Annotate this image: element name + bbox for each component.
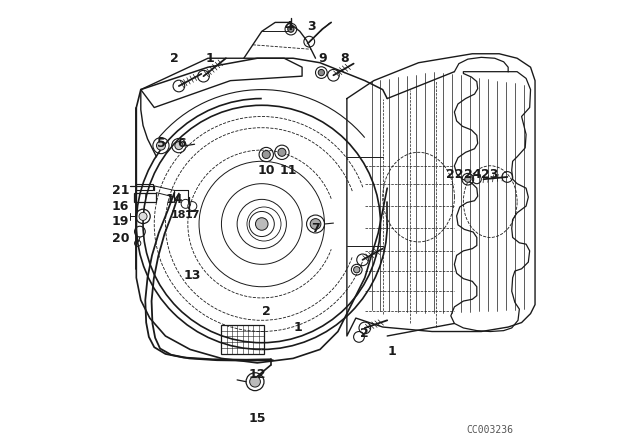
Circle shape xyxy=(288,26,294,32)
Circle shape xyxy=(255,218,268,230)
Circle shape xyxy=(278,148,286,156)
Text: 12: 12 xyxy=(248,367,266,381)
Text: 1: 1 xyxy=(387,345,396,358)
Text: 1: 1 xyxy=(206,52,214,65)
Text: 2: 2 xyxy=(262,305,271,318)
Bar xyxy=(221,325,264,354)
Text: 17: 17 xyxy=(184,210,200,220)
Circle shape xyxy=(139,212,147,220)
Circle shape xyxy=(310,219,321,229)
Text: 5: 5 xyxy=(157,137,165,150)
Text: 13: 13 xyxy=(184,269,201,282)
Text: 4: 4 xyxy=(284,20,293,34)
Text: CC003236: CC003236 xyxy=(467,425,514,435)
Circle shape xyxy=(250,376,260,387)
Circle shape xyxy=(465,176,471,182)
Circle shape xyxy=(353,267,360,273)
Text: 16: 16 xyxy=(112,199,129,213)
Text: 7: 7 xyxy=(311,222,320,235)
Text: 18: 18 xyxy=(171,210,187,220)
Text: 24: 24 xyxy=(463,168,481,181)
Circle shape xyxy=(157,141,165,150)
Text: 6: 6 xyxy=(177,137,186,150)
Text: 10: 10 xyxy=(257,164,275,177)
Text: 8: 8 xyxy=(340,52,349,65)
Text: 19: 19 xyxy=(112,215,129,228)
Circle shape xyxy=(175,142,183,150)
Bar xyxy=(136,184,154,190)
Text: 2: 2 xyxy=(360,327,369,340)
Text: 9: 9 xyxy=(318,52,326,65)
Text: 20: 20 xyxy=(112,232,129,245)
Text: 11: 11 xyxy=(280,164,298,177)
Circle shape xyxy=(262,151,270,159)
Text: 3: 3 xyxy=(307,20,316,34)
Text: 14: 14 xyxy=(166,193,183,206)
Circle shape xyxy=(318,69,324,76)
Text: 2: 2 xyxy=(170,52,179,65)
Text: 23: 23 xyxy=(481,168,498,181)
Text: 21: 21 xyxy=(112,184,129,197)
Text: 15: 15 xyxy=(248,412,266,426)
Bar xyxy=(134,193,157,202)
Text: 22: 22 xyxy=(445,168,463,181)
Text: 1: 1 xyxy=(293,320,302,334)
